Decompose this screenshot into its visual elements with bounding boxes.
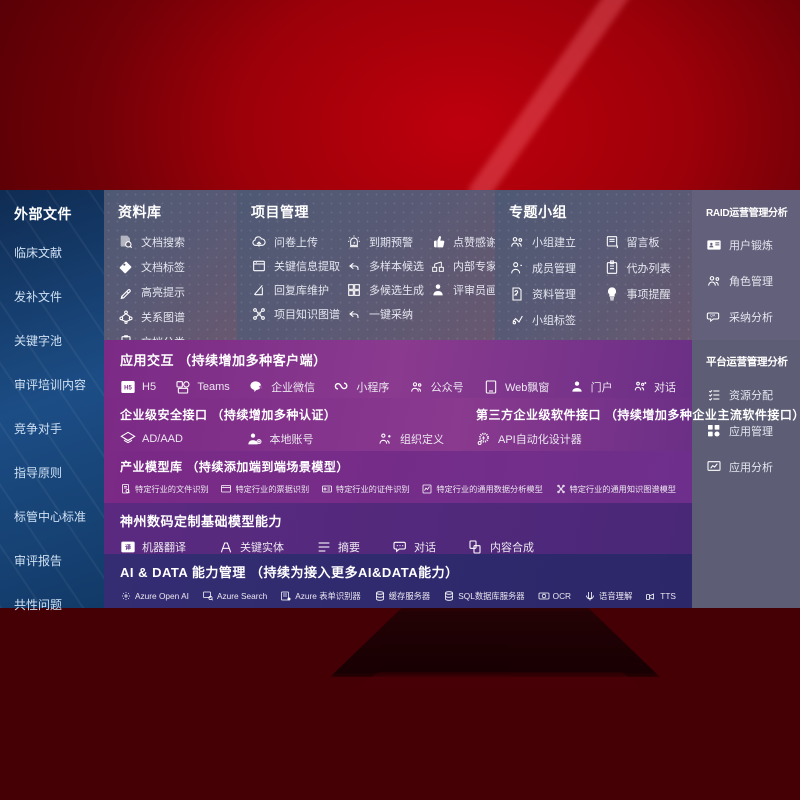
svg-text:H5: H5 bbox=[124, 386, 132, 392]
svg-text:QA: QA bbox=[710, 314, 716, 318]
